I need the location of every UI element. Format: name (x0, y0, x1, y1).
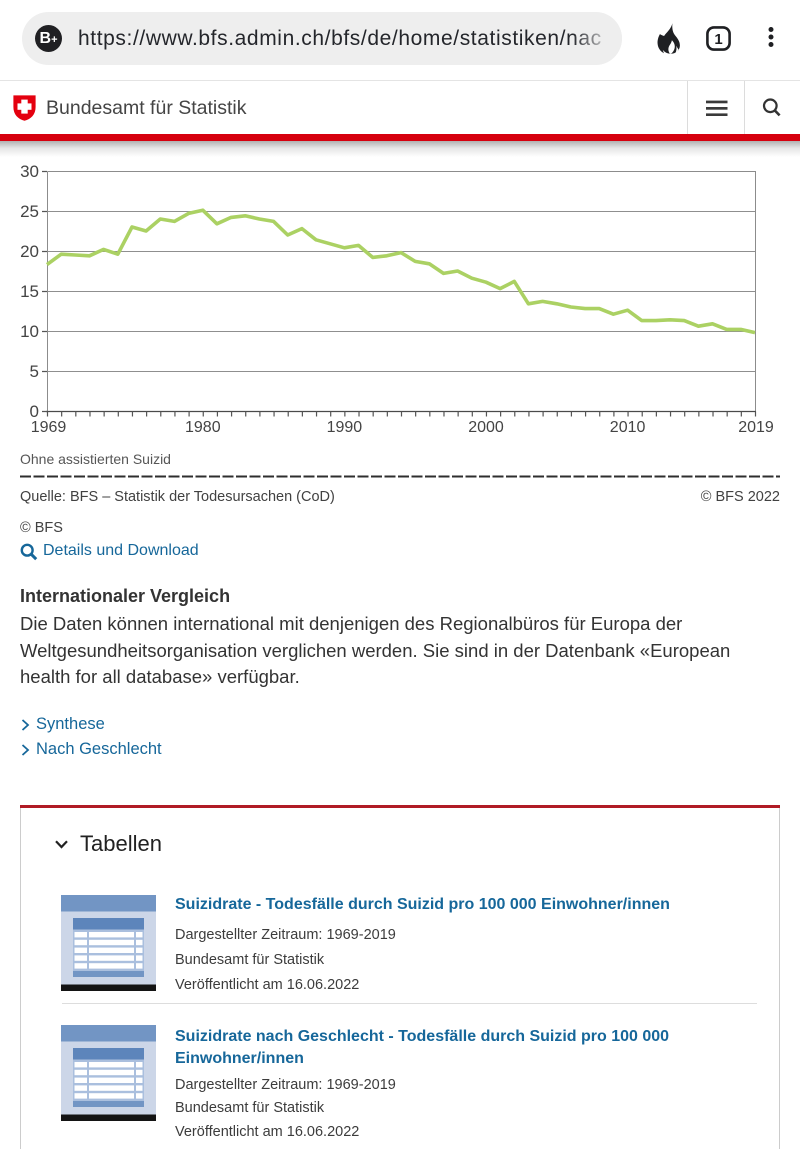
svg-text:1: 1 (714, 31, 722, 48)
svg-text:2019: 2019 (738, 419, 774, 436)
svg-text:0: 0 (30, 402, 39, 421)
svg-text:30: 30 (20, 162, 39, 181)
svg-text:1969: 1969 (31, 419, 67, 436)
svg-text:25: 25 (20, 202, 39, 221)
svg-text:1990: 1990 (327, 419, 363, 436)
svg-text:5: 5 (30, 362, 39, 381)
svg-text:15: 15 (20, 282, 39, 301)
svg-text:20: 20 (20, 242, 39, 261)
svg-text:1980: 1980 (185, 419, 221, 436)
svg-text:2000: 2000 (468, 419, 504, 436)
svg-text:2010: 2010 (610, 419, 646, 436)
svg-text:10: 10 (20, 322, 39, 341)
